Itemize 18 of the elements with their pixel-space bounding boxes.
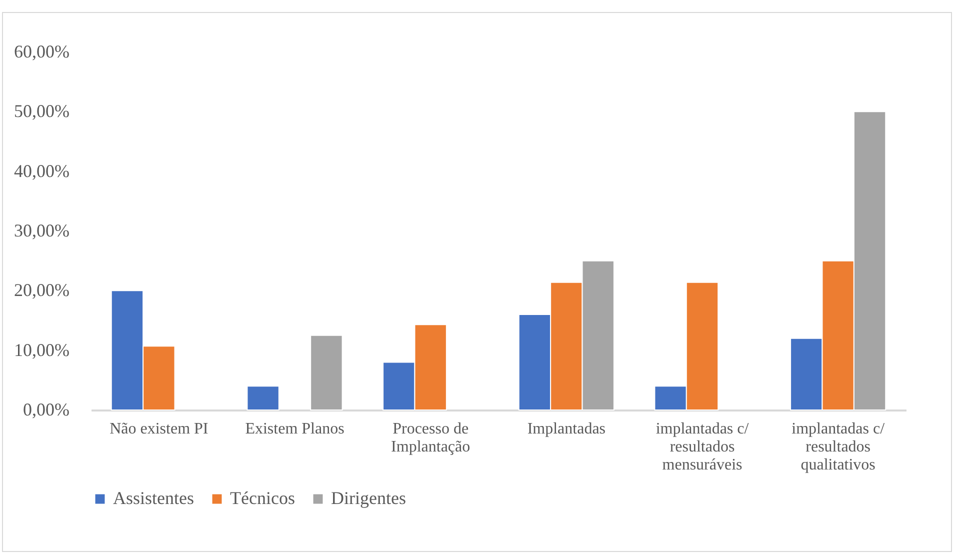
y-tick-label: 50,00%: [14, 101, 70, 122]
x-tick-label: implantadas c/ resultados mensuráveis: [656, 420, 750, 474]
x-tick-label: Não existem PI: [110, 420, 208, 438]
legend-label: Técnicos: [230, 488, 295, 508]
legend-label: Dirigentes: [331, 488, 406, 508]
x-tick-label: Implantadas: [527, 420, 606, 438]
bar: [310, 334, 343, 410]
x-tick-label: implantadas c/ resultados qualitativos: [792, 420, 886, 474]
y-tick-label: 60,00%: [14, 42, 70, 62]
x-tick-label: Existem Planos: [245, 420, 344, 438]
bar: [246, 386, 280, 410]
y-tick-label: 0,00%: [23, 400, 70, 420]
y-tick-label: 20,00%: [14, 280, 70, 300]
legend-label: Assistentes: [113, 488, 194, 508]
y-tick-label: 10,00%: [14, 340, 70, 360]
y-tick-label: 40,00%: [14, 160, 70, 181]
x-tick-label: Processo de Implantação: [391, 420, 470, 456]
y-tick-label: 30,00%: [14, 220, 70, 240]
